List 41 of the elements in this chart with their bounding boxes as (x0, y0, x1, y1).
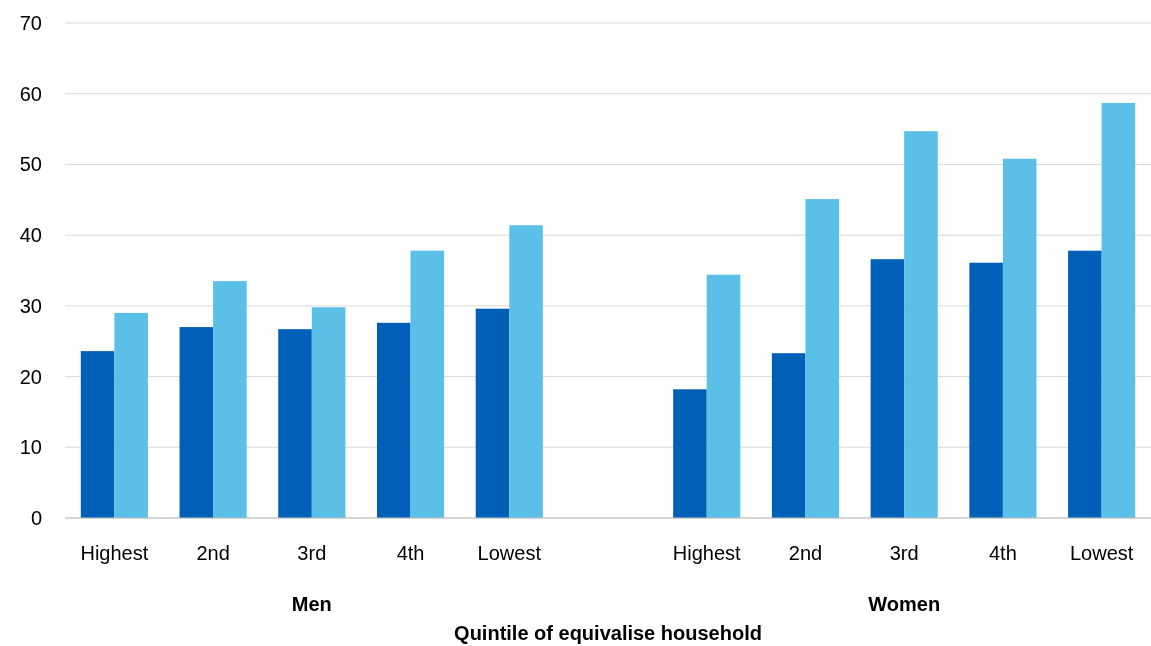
bar (376, 322, 411, 518)
y-tick-label: 30 (19, 294, 42, 317)
bar (213, 281, 247, 518)
x-tick-label: 4th (989, 542, 1017, 564)
bar (311, 307, 346, 518)
bar (969, 262, 1003, 518)
text: Men (291, 593, 332, 615)
bar (114, 312, 148, 518)
y-tick-label: 60 (19, 82, 42, 105)
x-tick-label: Highest (672, 542, 742, 564)
bar (771, 353, 806, 518)
bar (410, 250, 445, 518)
bar (673, 389, 707, 518)
bar (278, 329, 312, 518)
x-tick-label: 3rd (889, 542, 919, 564)
y-tick-label: 50 (19, 153, 42, 176)
x-tick-label: Lowest (477, 542, 542, 564)
x-tick-label: Highest (80, 542, 149, 564)
x-axis-title: Quintile of equivalise household (454, 622, 762, 644)
bar (179, 327, 214, 518)
bar (1101, 102, 1136, 518)
bar (904, 131, 938, 518)
y-tick-label: 10 (19, 436, 42, 459)
bar (870, 259, 905, 518)
bar (805, 199, 840, 518)
x-tick-label: 4th (396, 542, 425, 564)
y-tick-label: 0 (30, 507, 42, 529)
y-tick-label: 70 (19, 12, 42, 34)
bar (706, 274, 741, 518)
x-tick-label: Lowest (1069, 542, 1134, 564)
y-tick-label: 40 (19, 224, 42, 247)
bar (1002, 158, 1037, 518)
text: Women (868, 593, 941, 615)
x-tick-label: 3rd (297, 542, 327, 564)
x-tick-label: 2nd (788, 542, 823, 564)
bar (80, 351, 115, 518)
bar (475, 308, 510, 518)
bar (509, 225, 543, 518)
x-tick-label: 2nd (196, 542, 230, 564)
y-tick-label: 20 (19, 365, 42, 388)
bar (1068, 250, 1102, 518)
